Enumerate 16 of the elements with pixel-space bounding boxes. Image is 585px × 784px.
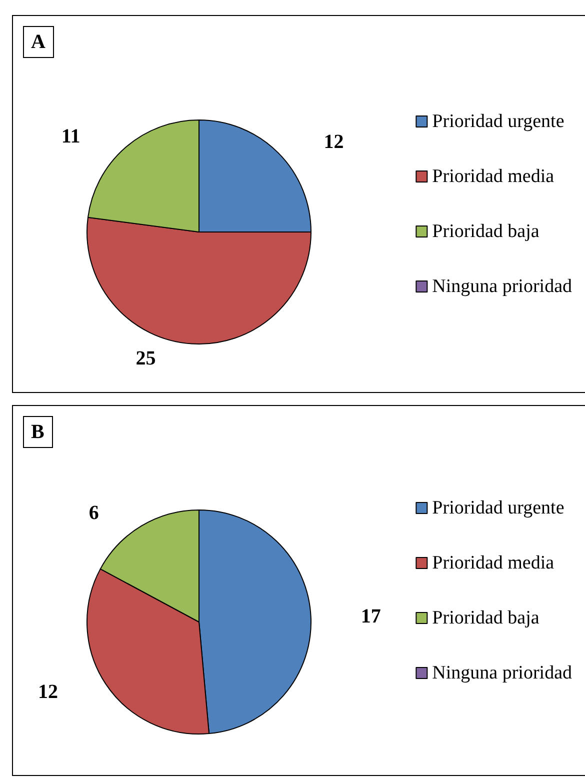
data-label: 12 xyxy=(324,131,344,154)
legend-label: Ninguna prioridad xyxy=(432,276,572,297)
legend-label: Prioridad media xyxy=(432,552,555,574)
data-label: 12 xyxy=(38,680,58,703)
data-label: 25 xyxy=(136,348,156,370)
data-label: 17 xyxy=(360,605,381,628)
legend-label: Prioridad urgente xyxy=(432,111,564,132)
legend-label: Prioridad urgente xyxy=(432,498,564,518)
legend-label: Ninguna prioridad xyxy=(432,662,572,684)
legend-label: Prioridad media xyxy=(432,166,555,187)
data-label: 6 xyxy=(88,502,99,524)
legend-label: Prioridad baja xyxy=(432,608,540,628)
data-label: 11 xyxy=(61,126,80,148)
legend-label: Prioridad baja xyxy=(432,221,540,242)
chart-title: B xyxy=(31,421,44,443)
chart-title: A xyxy=(31,31,46,53)
